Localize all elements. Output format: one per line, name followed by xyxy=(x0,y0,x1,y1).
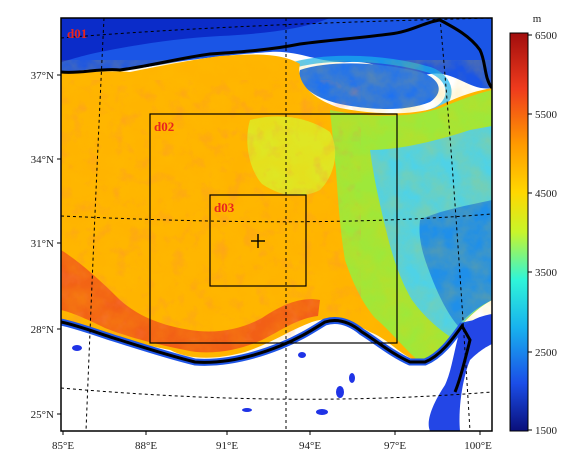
domain-label-d01: d01 xyxy=(67,26,87,41)
lake-patch xyxy=(336,386,344,398)
map-area xyxy=(61,18,492,431)
lon-tick-label: 88°E xyxy=(135,440,157,452)
lon-tick-label: 97°E xyxy=(384,440,406,452)
lat-tick-label: 34°N xyxy=(31,154,54,166)
lake-patch xyxy=(349,373,355,383)
border-line xyxy=(61,18,492,89)
border-line xyxy=(61,318,472,393)
colorbar-tick-label: 4500 xyxy=(535,188,558,200)
lake-patch xyxy=(298,352,306,358)
colorbar-tick-label: 1500 xyxy=(535,425,558,437)
colorbar-unit: m xyxy=(533,13,542,25)
domain-d02-box xyxy=(149,113,398,344)
lat-tick-label: 25°N xyxy=(31,409,54,421)
colorbar: m 6500 5500 4500 3500 2500 1500 xyxy=(509,13,558,437)
lon-tick-label: 85°E xyxy=(52,440,74,452)
longitude-axis: 85°E 88°E 91°E 94°E 97°E 100°E xyxy=(52,431,492,452)
lon-tick-label: 91°E xyxy=(216,440,238,452)
domain-d03-box xyxy=(209,194,307,287)
lake-patch xyxy=(72,345,82,351)
lat-tick-label: 37°N xyxy=(31,70,54,82)
colorbar-gradient xyxy=(509,32,529,432)
graticule xyxy=(61,18,492,431)
domain-label-d03: d03 xyxy=(214,200,235,215)
lon-tick-label: 100°E xyxy=(464,440,492,452)
sichuan-basin-white xyxy=(459,344,492,431)
lat-tick-label: 31°N xyxy=(31,238,54,250)
colorbar-tick-label: 3500 xyxy=(535,267,558,279)
tarim-basin-deep xyxy=(61,18,330,62)
colorbar-tick-label: 2500 xyxy=(535,347,558,359)
plus-icon xyxy=(251,234,265,248)
lon-tick-label: 94°E xyxy=(299,440,321,452)
lake-patch xyxy=(242,408,252,412)
latitude-axis: 37°N 34°N 31°N 28°N 25°N xyxy=(31,70,61,421)
lat-tick-label: 28°N xyxy=(31,324,54,336)
lake-patch xyxy=(316,409,328,415)
map-frame xyxy=(60,17,493,432)
domain-label-d02: d02 xyxy=(154,119,174,134)
colorbar-tick-label: 5500 xyxy=(535,109,558,121)
colorbar-tick-label: 6500 xyxy=(535,30,558,42)
